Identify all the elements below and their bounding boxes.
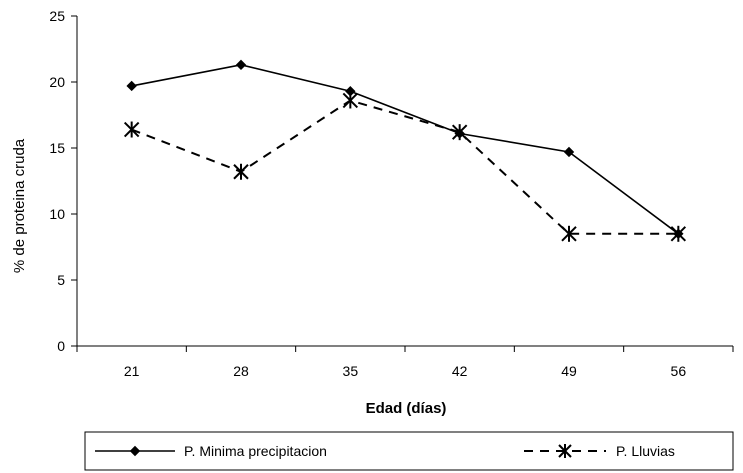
legend-entry-2: P. Lluvias xyxy=(524,443,675,459)
series-1-point xyxy=(563,146,575,158)
legend-marker xyxy=(558,444,572,458)
legend-label: P. Minima precipitacion xyxy=(184,443,327,459)
x-axis-title: Edad (días) xyxy=(366,400,447,417)
x-tick-label: 42 xyxy=(452,363,468,379)
y-tick-label: 5 xyxy=(57,272,65,288)
legend: P. Minima precipitacion P. Lluvias xyxy=(84,431,734,471)
y-tick-label: 20 xyxy=(49,74,65,90)
x-ticks: 21 28 35 42 49 56 xyxy=(76,346,734,379)
legend-entry-1: P. Minima precipitacion xyxy=(95,443,327,459)
x-tick-label: 49 xyxy=(561,363,577,379)
series-2-point xyxy=(561,225,577,242)
y-ticks: 0 5 10 15 20 25 xyxy=(49,8,77,354)
y-tick-label: 0 xyxy=(57,338,65,354)
series-markers xyxy=(123,59,687,242)
x-tick-label: 28 xyxy=(233,363,249,379)
series-line-1 xyxy=(131,64,679,235)
x-tick-label: 56 xyxy=(671,363,687,379)
y-tick-label: 15 xyxy=(49,140,65,156)
series-2-point xyxy=(670,225,687,242)
series-2-point xyxy=(123,121,140,138)
legend-box xyxy=(84,431,734,471)
legend-label: P. Lluvias xyxy=(616,443,675,459)
legend-marker xyxy=(129,445,141,457)
legend-items: P. Minima precipitacion P. Lluvias xyxy=(95,443,675,459)
x-tick-label: 21 xyxy=(124,363,140,379)
y-tick-label: 10 xyxy=(49,206,65,222)
y-axis-title: % de proteina cruda xyxy=(11,138,28,273)
series-lines xyxy=(131,64,679,235)
series-2-point xyxy=(451,124,468,141)
series-1-point xyxy=(235,59,247,71)
y-tick-label: 25 xyxy=(49,8,65,24)
x-tick-label: 35 xyxy=(343,363,359,379)
series-1-point xyxy=(126,80,137,92)
series-line-2 xyxy=(131,99,679,235)
series-2-point xyxy=(342,92,359,109)
series-2-point xyxy=(233,163,249,180)
